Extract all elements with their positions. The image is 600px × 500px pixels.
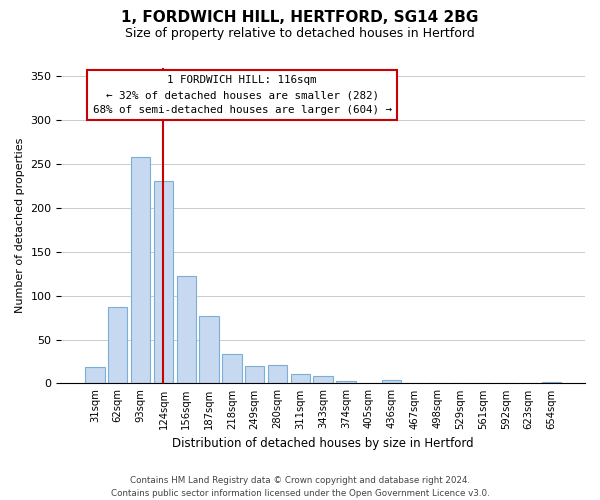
Bar — [337, 381, 356, 384]
Bar — [268, 365, 287, 384]
Bar — [176, 276, 196, 384]
Bar — [382, 380, 401, 384]
Bar — [245, 366, 265, 384]
Bar — [405, 382, 424, 384]
Bar — [542, 382, 561, 384]
Bar — [154, 180, 173, 384]
Text: Contains HM Land Registry data © Crown copyright and database right 2024.
Contai: Contains HM Land Registry data © Crown c… — [110, 476, 490, 498]
Text: Size of property relative to detached houses in Hertford: Size of property relative to detached ho… — [125, 28, 475, 40]
Bar — [131, 157, 150, 384]
Bar — [199, 316, 219, 384]
Text: 1 FORDWICH HILL: 116sqm
← 32% of detached houses are smaller (282)
68% of semi-d: 1 FORDWICH HILL: 116sqm ← 32% of detache… — [92, 76, 392, 115]
Bar — [85, 367, 104, 384]
Bar — [108, 307, 127, 384]
Bar — [222, 354, 242, 384]
Bar — [359, 382, 379, 384]
Y-axis label: Number of detached properties: Number of detached properties — [15, 138, 25, 313]
Bar — [313, 376, 333, 384]
Bar — [290, 374, 310, 384]
X-axis label: Distribution of detached houses by size in Hertford: Distribution of detached houses by size … — [172, 437, 474, 450]
Text: 1, FORDWICH HILL, HERTFORD, SG14 2BG: 1, FORDWICH HILL, HERTFORD, SG14 2BG — [121, 10, 479, 25]
